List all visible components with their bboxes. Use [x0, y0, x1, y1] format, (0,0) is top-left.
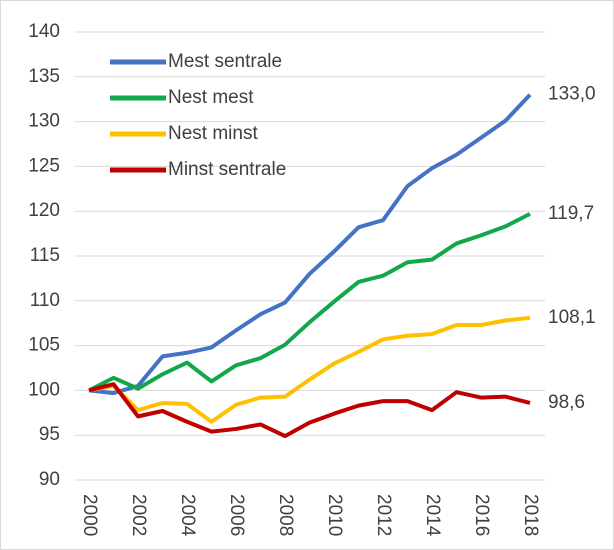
- x-tick-label: 2018: [520, 494, 541, 536]
- y-tick-label: 130: [28, 111, 60, 132]
- x-tick-label: 2010: [324, 494, 345, 536]
- data-line: [88, 212, 531, 393]
- x-tick-label: 2012: [373, 494, 394, 536]
- x-tick-label: 2000: [79, 494, 100, 536]
- y-tick-label: 125: [28, 155, 60, 176]
- legend-label: Nest minst: [168, 123, 258, 144]
- x-tick-label: 2008: [275, 494, 296, 536]
- y-tick-label: 100: [28, 379, 60, 400]
- legend-label: Nest mest: [168, 87, 254, 108]
- x-tick-label: 2002: [128, 494, 149, 536]
- y-tick-label: 95: [39, 424, 60, 445]
- x-tick-label: 2006: [226, 494, 247, 536]
- x-tick-label: 2004: [177, 494, 198, 537]
- value-label: 98,6: [548, 392, 585, 413]
- value-label: 133,0: [548, 84, 596, 105]
- value-label: 119,7: [548, 203, 594, 224]
- data-line: [88, 382, 531, 439]
- y-tick-label: 115: [30, 245, 60, 266]
- data-line: [88, 93, 532, 396]
- y-tick-label: 110: [30, 290, 60, 311]
- x-tick-label: 2014: [422, 494, 443, 537]
- legend-label: Mest sentrale: [168, 51, 282, 72]
- y-tick-label: 140: [28, 21, 60, 42]
- y-tick-label: 120: [28, 200, 60, 221]
- y-tick-label: 90: [39, 469, 60, 490]
- y-tick-label: 135: [28, 66, 60, 87]
- x-tick-label: 2016: [471, 494, 492, 536]
- value-label: 108,1: [548, 307, 596, 328]
- data-line: [88, 315, 531, 424]
- legend-label: Minst sentrale: [168, 159, 286, 180]
- y-tick-label: 105: [28, 335, 60, 356]
